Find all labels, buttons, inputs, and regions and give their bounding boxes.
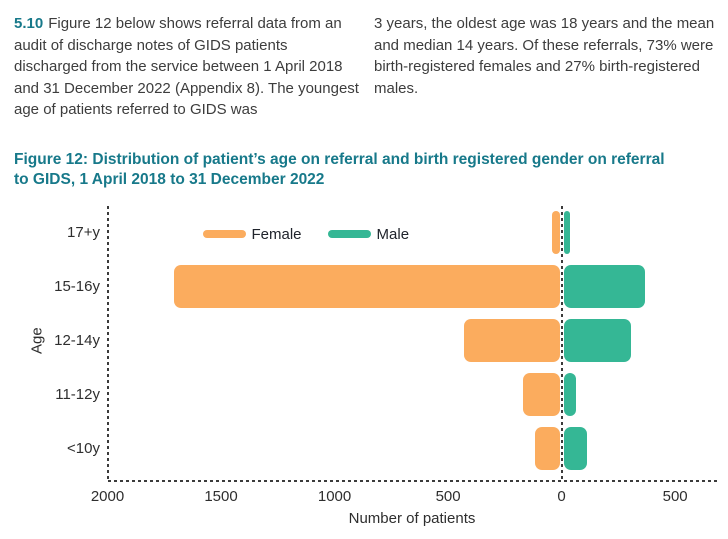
figure-title-line-1: Figure 12: Distribution of patient’s age… [14, 151, 665, 168]
bar-row-12-14y [108, 314, 717, 368]
bar-row-11-12y [108, 367, 717, 421]
x-tick-500-at-500: 500 [662, 488, 688, 505]
x-tick-2000-at--2000: 2000 [90, 488, 125, 505]
y-axis-title: Age [28, 327, 46, 355]
legend-item-female: Female [202, 225, 302, 243]
legend-item-male: Male [327, 225, 410, 243]
plot-area: Female Male [106, 206, 717, 481]
bar-male-11-12y [563, 372, 577, 416]
bar-female-15-16y [173, 265, 560, 309]
bar-male-17+y [563, 211, 571, 255]
x-tick-1500-at--1500: 1500 [204, 488, 238, 505]
paragraph-text-1: Figure 12 below shows referral data from… [14, 15, 359, 119]
y-tick-17+y: 17+y [67, 224, 100, 242]
bar-row-<10y [108, 421, 717, 475]
figure-12-chart: Female Male 17+y 15-16y 12-14y 11-12y <10y 20… [0, 200, 728, 539]
x-tick-1000-at--1000: 1000 [317, 488, 352, 505]
legend-swatch-female [202, 230, 246, 238]
bar-female-12-14y [464, 318, 560, 362]
legend-label-male: Male [376, 225, 410, 243]
x-axis-labels: 2000 1500 1000 500 0 500 [91, 488, 717, 506]
x-tick-500-at--500: 500 [435, 488, 461, 505]
bar-female-<10y [534, 426, 560, 470]
y-tick-12-14y: 12-14y [54, 331, 100, 349]
paragraph-column-2: 3 years, the oldest age was 18 years and… [374, 15, 715, 97]
paragraph-column-1: 5.10 Figure 12 below shows referral data … [14, 13, 361, 121]
y-tick-<10y: <10y [67, 439, 100, 457]
bar-male-12-14y [563, 318, 631, 362]
bar-male-<10y [563, 426, 588, 470]
y-axis-labels: 17+y 15-16y 12-14y 11-12y <10y [0, 206, 100, 475]
legend-label-female: Female [251, 225, 302, 243]
bar-male-15-16y [563, 265, 646, 309]
bar-row-15-16y [108, 260, 717, 314]
bar-female-11-12y [523, 372, 560, 416]
figure-title-line-2: to GIDS, 1 April 2018 to 31 December 202… [14, 170, 325, 188]
axis-bottom-spine [107, 480, 717, 482]
x-tick-0-at-0: 0 [557, 488, 566, 505]
y-tick-11-12y: 11-12y [55, 385, 100, 403]
bar-female-17+y [551, 211, 560, 255]
legend-swatch-male [327, 230, 371, 238]
chart-legend: Female Male [202, 225, 410, 243]
section-number: 5.10 [14, 15, 44, 32]
bar-row-17+y [108, 206, 717, 260]
bar-rows [108, 206, 717, 475]
x-axis-title: Number of patients [348, 510, 476, 527]
axis-left-spine [106, 206, 109, 481]
zero-reference-line [560, 206, 563, 481]
figure-title: Figure 12: Distribution of patient’s age… [14, 150, 724, 189]
y-tick-15-16y: 15-16y [54, 278, 100, 296]
